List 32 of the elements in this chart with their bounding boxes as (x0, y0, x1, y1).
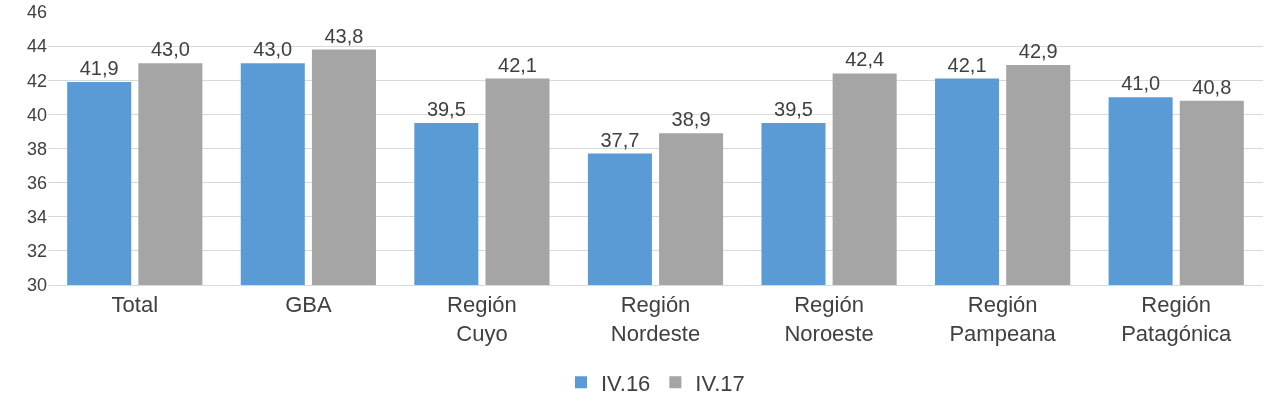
legend-label: IV.16 (601, 370, 651, 396)
y-tick-label: 34 (26, 207, 47, 228)
y-tick-label: 40 (26, 104, 47, 125)
y-tick-label: 32 (26, 241, 47, 262)
x-tick-label: Región Cuyo (447, 292, 517, 346)
x-tick-label: Región Pampeana (949, 292, 1057, 346)
y-tick-label: 42 (26, 70, 47, 91)
y-tick-label: 38 (26, 138, 47, 159)
y-tick-label: 44 (26, 36, 47, 57)
y-tick-label: 46 (26, 2, 47, 23)
data-label: 43,0 (253, 38, 293, 61)
data-label: 41,9 (79, 56, 119, 79)
data-label: 37,7 (600, 128, 640, 151)
y-tick-label: 36 (26, 172, 47, 193)
x-tick-label: Región Noroeste (784, 292, 874, 346)
x-tick-label: Región Nordeste (610, 292, 701, 346)
data-label: 43,0 (150, 38, 190, 61)
legend-label: IV.17 (695, 370, 745, 396)
x-tick-label: Total (111, 292, 159, 318)
data-label: 38,9 (671, 108, 711, 131)
x-tick-label: GBA (285, 292, 332, 318)
x-tick-label: Región Patagónica (1121, 292, 1233, 346)
data-label: 39,5 (774, 97, 813, 120)
data-label: 39,5 (426, 97, 466, 120)
data-label: 40,8 (1192, 75, 1232, 98)
data-label: 41,0 (1121, 72, 1161, 95)
data-label: 42,9 (1018, 39, 1058, 62)
data-label: 43,8 (324, 24, 364, 47)
data-label: 42,1 (498, 53, 537, 76)
y-tick-label: 30 (26, 275, 47, 296)
data-label: 42,1 (947, 53, 987, 76)
data-label: 42,4 (845, 48, 885, 71)
